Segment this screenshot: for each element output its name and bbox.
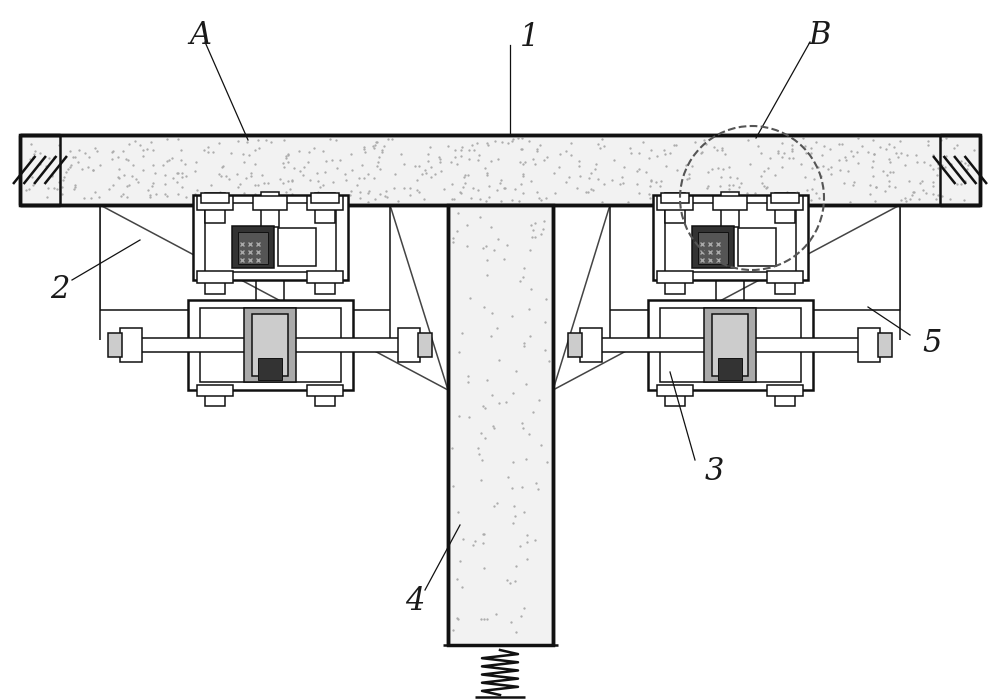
Bar <box>665 203 796 272</box>
Text: 5: 5 <box>922 328 941 360</box>
Bar <box>140 338 400 352</box>
Bar <box>398 328 420 362</box>
Bar <box>648 300 813 390</box>
Bar <box>661 193 689 203</box>
Bar <box>418 333 432 357</box>
Bar <box>197 385 233 396</box>
Bar <box>197 196 233 210</box>
Bar <box>775 193 795 223</box>
Bar <box>315 386 335 406</box>
Bar <box>657 196 693 210</box>
Bar <box>278 228 316 266</box>
Bar <box>258 358 282 380</box>
Bar <box>244 308 296 382</box>
Bar <box>738 228 776 266</box>
Bar <box>600 338 860 352</box>
Bar <box>771 193 799 203</box>
Bar <box>205 386 225 406</box>
Bar <box>200 308 341 382</box>
Bar <box>448 205 553 645</box>
Bar <box>665 193 685 223</box>
Bar <box>665 274 685 294</box>
Bar <box>238 232 268 264</box>
Bar <box>315 193 335 223</box>
Text: 4: 4 <box>405 587 425 617</box>
Bar <box>767 196 803 210</box>
Bar <box>568 333 582 357</box>
Bar <box>188 300 353 390</box>
Text: B: B <box>809 20 831 52</box>
Bar <box>767 385 803 396</box>
Bar <box>201 193 229 203</box>
Bar <box>657 385 693 396</box>
Bar <box>193 195 348 280</box>
Bar <box>315 274 335 294</box>
Bar <box>253 196 287 210</box>
Bar <box>205 193 225 223</box>
Bar <box>20 135 980 205</box>
Bar <box>878 333 892 357</box>
Bar <box>261 192 279 227</box>
Bar <box>205 203 336 272</box>
Bar <box>120 328 142 362</box>
Bar <box>712 314 748 376</box>
Text: 2: 2 <box>50 274 70 305</box>
Bar <box>775 274 795 294</box>
Bar <box>252 314 288 376</box>
Text: 1: 1 <box>520 22 539 53</box>
Bar <box>307 196 343 210</box>
Text: 3: 3 <box>705 456 724 487</box>
Bar <box>692 226 734 268</box>
Bar <box>197 271 233 283</box>
Bar <box>660 308 801 382</box>
Bar <box>665 386 685 406</box>
Bar <box>232 226 274 268</box>
Bar <box>653 195 808 280</box>
Bar <box>767 271 803 283</box>
Bar <box>307 385 343 396</box>
Text: A: A <box>189 20 211 52</box>
Bar <box>858 328 880 362</box>
Bar <box>721 192 739 227</box>
Bar <box>205 274 225 294</box>
Bar <box>713 196 747 210</box>
Bar <box>718 358 742 380</box>
Bar <box>775 386 795 406</box>
Bar <box>657 271 693 283</box>
Bar <box>307 271 343 283</box>
Bar <box>580 328 602 362</box>
Bar <box>704 308 756 382</box>
Bar <box>108 333 122 357</box>
Bar <box>698 232 728 264</box>
Bar <box>311 193 339 203</box>
